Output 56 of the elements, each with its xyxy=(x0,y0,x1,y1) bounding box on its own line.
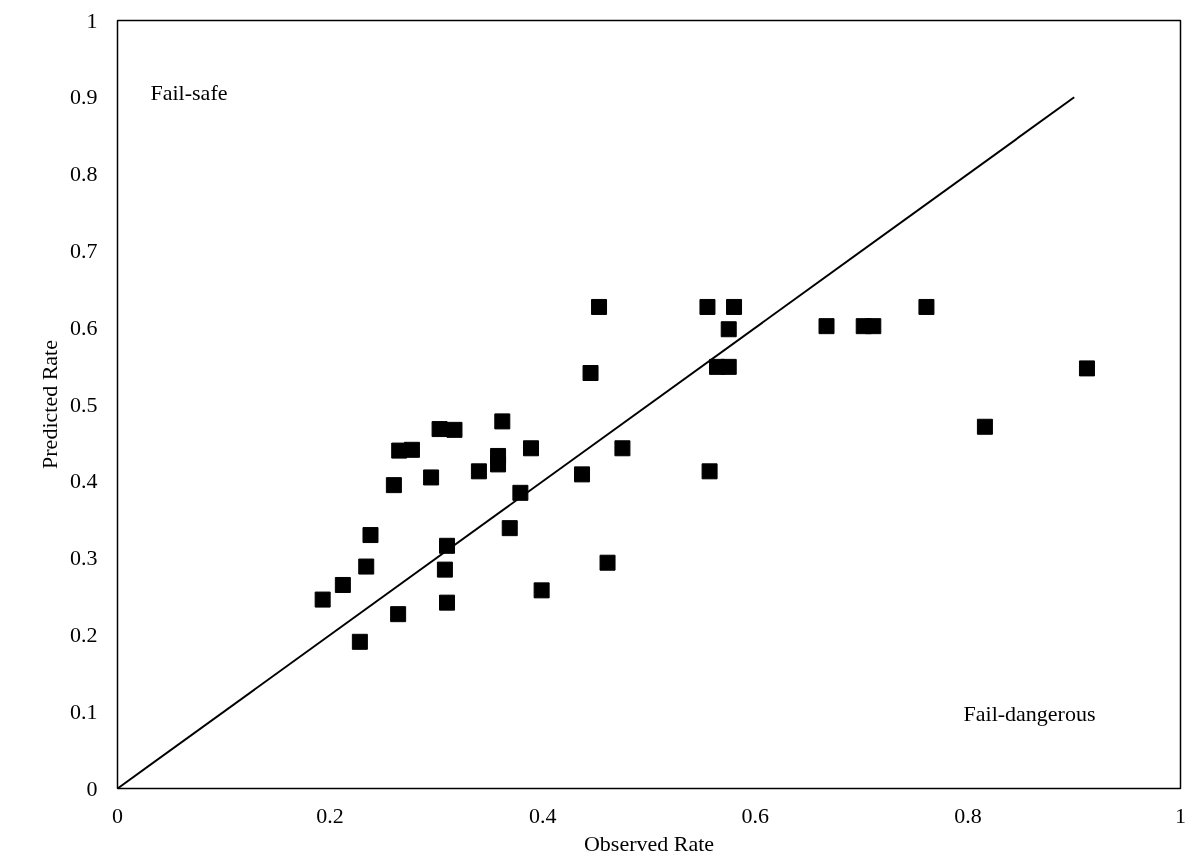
point xyxy=(699,298,716,315)
point xyxy=(918,298,935,315)
y-tick-label: 0.3 xyxy=(70,545,98,571)
point xyxy=(574,466,591,483)
y-tick-label: 0.5 xyxy=(70,391,98,417)
point xyxy=(385,477,402,494)
point xyxy=(501,520,518,537)
point xyxy=(351,633,368,650)
point xyxy=(533,582,550,599)
point xyxy=(358,558,375,575)
y-tick-label: 0.4 xyxy=(70,468,98,494)
point xyxy=(1078,360,1095,377)
point xyxy=(591,298,608,315)
y-tick-label: 0.7 xyxy=(70,237,98,263)
y-tick-label: 0.6 xyxy=(70,314,98,340)
point xyxy=(701,463,718,480)
x-tick-label: 0 xyxy=(112,802,123,828)
x-tick-label: 0.6 xyxy=(741,802,770,828)
point xyxy=(446,421,463,438)
x-tick-label: 0.2 xyxy=(316,802,344,828)
point xyxy=(403,441,420,458)
point xyxy=(720,321,737,338)
point xyxy=(523,440,540,457)
x-tick-label: 0.4 xyxy=(528,802,557,828)
annotation: Fail-safe xyxy=(150,80,228,105)
point xyxy=(599,554,616,571)
point xyxy=(423,469,440,486)
point xyxy=(614,440,631,457)
point xyxy=(494,413,511,430)
point xyxy=(720,358,737,375)
y-tick-label: 0.1 xyxy=(70,698,98,724)
point xyxy=(431,421,448,438)
x-axis-title: Observed Rate xyxy=(583,830,715,856)
point xyxy=(334,576,351,593)
point xyxy=(314,591,331,608)
y-tick-label: 1 xyxy=(86,7,98,33)
y-axis-title: Predicted Rate xyxy=(37,340,62,469)
point xyxy=(818,318,835,335)
point xyxy=(439,594,456,611)
point xyxy=(582,365,599,382)
point xyxy=(726,298,743,315)
point xyxy=(976,418,993,435)
point xyxy=(362,527,379,544)
point xyxy=(470,463,487,480)
x-tick-label: 1 xyxy=(1175,802,1186,828)
y-tick-label: 0.9 xyxy=(70,84,98,110)
point xyxy=(865,318,882,335)
point xyxy=(490,456,507,473)
annotation: Fail-dangerous xyxy=(963,701,1096,726)
point xyxy=(390,606,407,623)
point xyxy=(436,561,453,578)
y-tick-label: 0.8 xyxy=(70,161,98,187)
x-tick-label: 0.8 xyxy=(954,802,982,828)
y-tick-label: 0 xyxy=(86,775,98,801)
y-tick-label: 0.2 xyxy=(70,621,98,647)
point xyxy=(512,484,529,501)
